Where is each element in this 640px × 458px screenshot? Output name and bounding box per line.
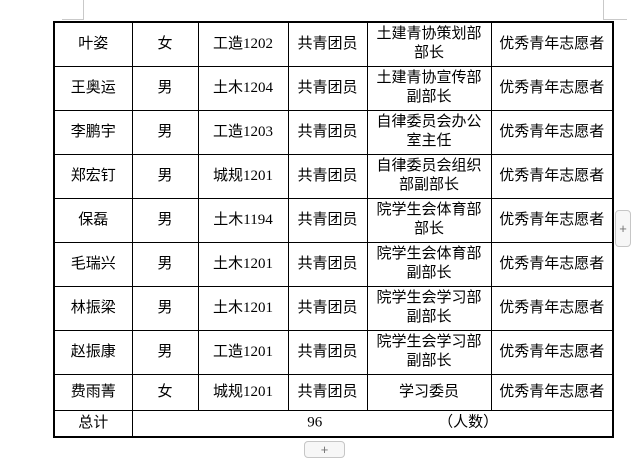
margin-mark-right-vertical [603, 0, 604, 19]
summary-value-cell[interactable]: 96 （人数） [131, 409, 614, 438]
cell-class[interactable]: 工造1201 [197, 329, 289, 375]
cell-name[interactable]: 毛瑞兴 [53, 241, 133, 287]
cell-political-status[interactable]: 共青团员 [287, 241, 368, 287]
cell-class[interactable]: 土木1194 [197, 197, 289, 243]
table-row: 李鹏宇 男 工造1203 共青团员 自律委员会办公室主任 优秀青年志愿者 [53, 109, 614, 155]
cell-name[interactable]: 保磊 [53, 197, 133, 243]
cell-class[interactable]: 土木1204 [197, 65, 289, 111]
volunteer-award-table: 叶姿 女 工造1202 共青团员 土建青协策划部部长 优秀青年志愿者 王奥运 男… [53, 21, 614, 438]
cell-position[interactable]: 土建青协策划部部长 [366, 21, 492, 67]
table-row: 费雨菁 女 城规1201 共青团员 学习委员 优秀青年志愿者 [53, 373, 614, 411]
cell-position[interactable]: 院学生会学习部副部长 [366, 285, 492, 331]
cell-gender[interactable]: 男 [131, 329, 199, 375]
document-page: { "table": { "rows": [ { "name": "叶姿", "… [53, 0, 631, 458]
table-row: 林振梁 男 土木1201 共青团员 院学生会学习部副部长 优秀青年志愿者 [53, 285, 614, 331]
cell-position[interactable]: 院学生会体育部副部长 [366, 241, 492, 287]
cell-gender[interactable]: 女 [131, 21, 199, 67]
cell-class[interactable]: 土木1201 [197, 285, 289, 331]
cell-gender[interactable]: 男 [131, 109, 199, 155]
cell-political-status[interactable]: 共青团员 [287, 109, 368, 155]
cell-class[interactable]: 工造1203 [197, 109, 289, 155]
margin-mark-right-horizontal [603, 19, 627, 20]
cell-gender[interactable]: 男 [131, 65, 199, 111]
cell-class[interactable]: 土木1201 [197, 241, 289, 287]
cell-political-status[interactable]: 共青团员 [287, 285, 368, 331]
cell-gender[interactable]: 男 [131, 241, 199, 287]
cell-award[interactable]: 优秀青年志愿者 [490, 153, 614, 199]
cell-award[interactable]: 优秀青年志愿者 [490, 373, 614, 411]
insert-column-button[interactable]: + [615, 210, 631, 247]
cell-name[interactable]: 费雨菁 [53, 373, 133, 411]
summary-row: 总计 96 （人数） [53, 409, 614, 438]
cell-position[interactable]: 学习委员 [366, 373, 492, 411]
table-row: 保磊 男 土木1194 共青团员 院学生会体育部部长 优秀青年志愿者 [53, 197, 614, 243]
table-row: 郑宏钉 男 城规1201 共青团员 自律委员会组织部副部长 优秀青年志愿者 [53, 153, 614, 199]
cell-name[interactable]: 叶姿 [53, 21, 133, 67]
margin-mark-left-vertical [83, 0, 84, 20]
insert-row-button[interactable]: + [304, 441, 345, 458]
summary-unit-label: （人数） [438, 414, 499, 431]
cell-position[interactable]: 自律委员会办公室主任 [366, 109, 492, 155]
cell-award[interactable]: 优秀青年志愿者 [490, 197, 614, 243]
table-row: 毛瑞兴 男 土木1201 共青团员 院学生会体育部副部长 优秀青年志愿者 [53, 241, 614, 287]
cell-class[interactable]: 城规1201 [197, 373, 289, 411]
cell-political-status[interactable]: 共青团员 [287, 373, 368, 411]
cell-political-status[interactable]: 共青团员 [287, 21, 368, 67]
summary-label-cell[interactable]: 总计 [53, 409, 133, 438]
table-row: 赵振康 男 工造1201 共青团员 院学生会学习部副部长 优秀青年志愿者 [53, 329, 614, 375]
cell-award[interactable]: 优秀青年志愿者 [490, 285, 614, 331]
cell-award[interactable]: 优秀青年志愿者 [490, 329, 614, 375]
table-row: 叶姿 女 工造1202 共青团员 土建青协策划部部长 优秀青年志愿者 [53, 21, 614, 67]
cell-name[interactable]: 林振梁 [53, 285, 133, 331]
cell-award[interactable]: 优秀青年志愿者 [490, 241, 614, 287]
cell-class[interactable]: 工造1202 [197, 21, 289, 67]
cell-award[interactable]: 优秀青年志愿者 [490, 65, 614, 111]
cell-gender[interactable]: 女 [131, 373, 199, 411]
cell-gender[interactable]: 男 [131, 197, 199, 243]
cell-name[interactable]: 赵振康 [53, 329, 133, 375]
cell-position[interactable]: 院学生会学习部副部长 [366, 329, 492, 375]
cell-name[interactable]: 王奥运 [53, 65, 133, 111]
cell-award[interactable]: 优秀青年志愿者 [490, 109, 614, 155]
cell-gender[interactable]: 男 [131, 285, 199, 331]
summary-count: 96 [307, 414, 323, 431]
cell-award[interactable]: 优秀青年志愿者 [490, 21, 614, 67]
cell-name[interactable]: 李鹏宇 [53, 109, 133, 155]
table-row: 王奥运 男 土木1204 共青团员 土建青协宣传部副部长 优秀青年志愿者 [53, 65, 614, 111]
cell-political-status[interactable]: 共青团员 [287, 65, 368, 111]
cell-position[interactable]: 土建青协宣传部副部长 [366, 65, 492, 111]
cell-position[interactable]: 自律委员会组织部副部长 [366, 153, 492, 199]
cell-political-status[interactable]: 共青团员 [287, 153, 368, 199]
margin-mark-left-horizontal [62, 19, 84, 20]
cell-political-status[interactable]: 共青团员 [287, 329, 368, 375]
cell-name[interactable]: 郑宏钉 [53, 153, 133, 199]
cell-class[interactable]: 城规1201 [197, 153, 289, 199]
cell-political-status[interactable]: 共青团员 [287, 197, 368, 243]
cell-gender[interactable]: 男 [131, 153, 199, 199]
cell-position[interactable]: 院学生会体育部部长 [366, 197, 492, 243]
